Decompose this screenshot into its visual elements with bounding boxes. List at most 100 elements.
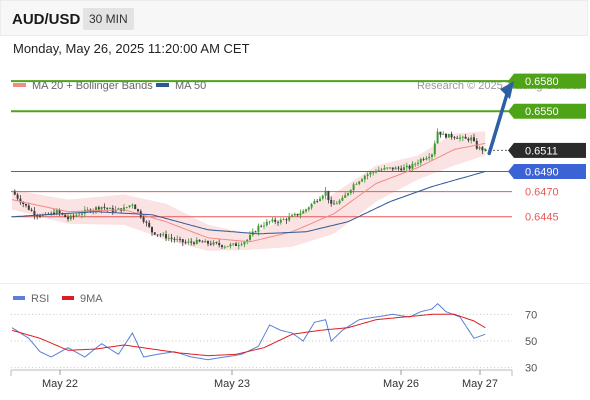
- candle-body: [473, 137, 475, 141]
- candle-body: [207, 240, 209, 244]
- candle-body: [123, 207, 125, 211]
- candle-body: [27, 205, 30, 210]
- candle-body: [484, 148, 487, 151]
- x-tick-label: May 23: [214, 378, 250, 390]
- candle-body: [187, 241, 190, 243]
- candle-body: [321, 195, 324, 199]
- candle-body: [131, 204, 134, 206]
- candle-body: [223, 246, 226, 248]
- candle-body: [349, 190, 352, 194]
- level-label-0.6580: 0.6580: [525, 76, 559, 88]
- candle-body: [358, 181, 361, 184]
- projection-arrow-head: [500, 81, 514, 100]
- candle-body: [69, 215, 72, 220]
- candle-body: [302, 211, 305, 214]
- legend-rsi: RSI: [13, 293, 49, 305]
- level-box-0.6490: [514, 164, 586, 180]
- candle-body: [246, 239, 249, 242]
- candle-body: [153, 232, 156, 235]
- candle-body: [212, 242, 215, 245]
- candle-body: [274, 219, 277, 222]
- candle-body: [232, 243, 235, 245]
- candle-body: [159, 234, 162, 236]
- ma9-swatch: [62, 296, 74, 301]
- candle-body: [347, 193, 349, 196]
- candle-body: [81, 213, 83, 215]
- candle-body: [58, 210, 61, 214]
- candle-body: [36, 215, 39, 217]
- candle-body: [299, 213, 302, 216]
- level-label-0.6490: 0.6490: [525, 167, 559, 179]
- level-label-0.6445: 0.6445: [525, 212, 559, 224]
- candle-body: [355, 183, 358, 185]
- candle-body: [170, 237, 173, 239]
- candle-body: [391, 167, 394, 170]
- candle-body: [461, 136, 464, 138]
- candle-body: [22, 202, 25, 205]
- candle-body: [366, 174, 369, 176]
- candle-body: [201, 241, 204, 243]
- candle-body: [439, 131, 442, 135]
- candle-body: [156, 234, 159, 236]
- candle-body: [442, 133, 445, 135]
- candle-body: [151, 226, 153, 233]
- candle-body: [330, 199, 333, 204]
- level-pointer-0.6490: [508, 164, 514, 180]
- candle-body: [447, 133, 450, 138]
- candle-body: [215, 242, 218, 244]
- candle-body: [243, 241, 246, 245]
- candle-body: [377, 170, 380, 172]
- candle-body: [363, 175, 366, 180]
- candle-body: [341, 197, 344, 201]
- candle-body: [162, 234, 165, 236]
- rsi-tick-label-30: 30: [525, 363, 537, 375]
- candle-body: [226, 246, 229, 248]
- legend-ma20-label: MA 20 + Bollinger Bands: [32, 80, 153, 92]
- candle-body: [414, 163, 417, 165]
- candle-body: [436, 131, 439, 144]
- candle-body: [237, 245, 240, 246]
- candle-body: [30, 209, 33, 211]
- candle-body: [405, 165, 408, 168]
- candle-body: [383, 167, 386, 170]
- timeframe-badge[interactable]: 30 MIN: [83, 8, 134, 30]
- candle-body: [165, 234, 167, 239]
- candle-body: [400, 168, 403, 171]
- candle-body: [181, 239, 184, 243]
- candle-body: [408, 165, 411, 169]
- candle-body: [53, 212, 55, 215]
- candle-body: [271, 219, 274, 222]
- candle-body: [221, 245, 223, 248]
- candle-body: [100, 206, 103, 210]
- last-price-label: 0.6511: [525, 145, 558, 157]
- candle-body: [179, 239, 181, 240]
- header-bar: AUD/USD 30 MIN: [0, 0, 588, 36]
- candle-body: [148, 222, 151, 227]
- candle-body: [344, 195, 347, 198]
- candle-body: [403, 167, 405, 171]
- candle-body: [333, 203, 335, 205]
- bollinger-band: [12, 131, 486, 251]
- candle-body: [44, 213, 47, 215]
- candle-body: [86, 209, 89, 211]
- candle-body: [389, 167, 391, 169]
- candle-body: [137, 209, 139, 212]
- candle-body: [425, 158, 428, 160]
- candle-body: [167, 237, 170, 239]
- chart-datetime: Monday, May 26, 2025 11:20:00 AM CET: [13, 41, 250, 56]
- candle-body: [263, 225, 265, 227]
- candles: [13, 128, 487, 250]
- candle-body: [265, 221, 268, 226]
- candle-body: [305, 209, 307, 212]
- candle-body: [190, 241, 193, 243]
- candle-body: [268, 221, 271, 223]
- candle-body: [338, 200, 341, 204]
- candle-body: [13, 191, 16, 195]
- candle-body: [470, 137, 473, 141]
- candle-body: [257, 225, 260, 232]
- candle-body: [419, 159, 422, 163]
- candle-body: [433, 143, 436, 155]
- candle-body: [279, 219, 282, 223]
